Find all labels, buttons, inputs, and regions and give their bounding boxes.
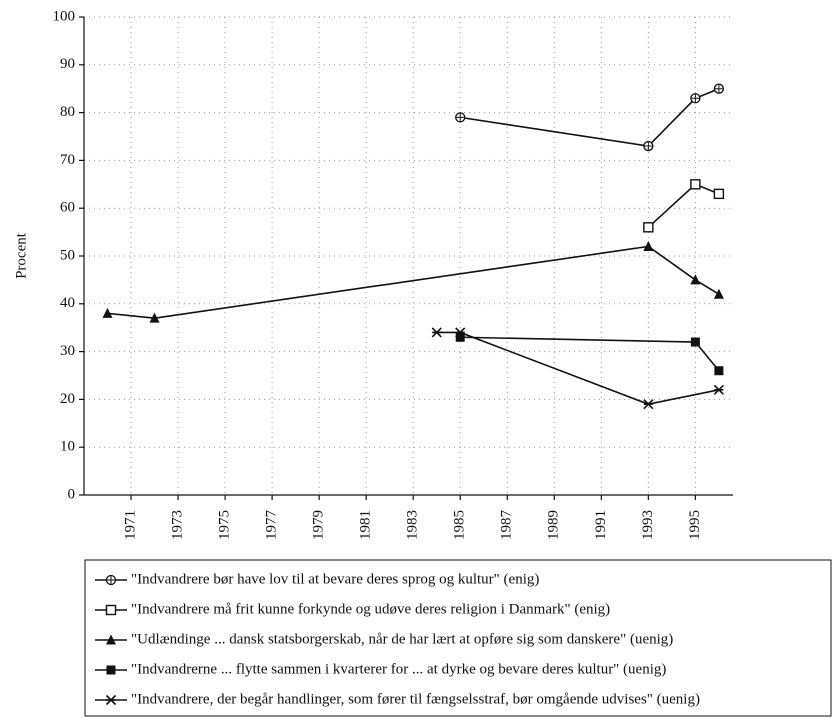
marker-shape	[455, 112, 465, 122]
marker-shape	[714, 366, 724, 376]
y-tick-label: 40	[60, 295, 75, 311]
y-tick-label: 0	[68, 486, 76, 502]
marker	[455, 332, 465, 342]
x-tick-label: 1973	[169, 510, 185, 540]
series-line	[460, 336, 720, 372]
marker	[106, 634, 116, 645]
marker-shape	[690, 179, 701, 190]
x-tick-label: 1979	[311, 510, 327, 540]
marker	[149, 312, 160, 323]
marker-shape	[105, 604, 117, 616]
series-line	[460, 87, 720, 147]
y-tick-label: 90	[60, 56, 75, 72]
legend-box	[84, 559, 832, 717]
marker-shape	[643, 222, 654, 233]
y-tick-label: 20	[60, 391, 75, 407]
marker-shape	[690, 274, 701, 285]
series-line	[647, 183, 720, 228]
marker-shape	[149, 312, 160, 323]
y-axis-label: Procent	[13, 232, 29, 279]
marker-shape	[713, 188, 725, 200]
marker	[643, 140, 654, 152]
x-tick-label: 1991	[593, 510, 609, 540]
marker-shape	[643, 141, 653, 151]
marker	[690, 274, 701, 285]
y-tick-label: 30	[60, 343, 75, 359]
marker-shape	[455, 327, 466, 338]
marker-shape	[713, 288, 724, 299]
marker	[713, 288, 724, 299]
marker-shape	[102, 307, 113, 318]
marker	[102, 307, 113, 318]
marker	[105, 694, 117, 706]
x-tick-label: 1989	[546, 510, 562, 540]
marker	[431, 327, 442, 338]
legend-label: "Indvandrere må frit kunne forkynde og u…	[131, 601, 610, 617]
marker	[713, 188, 725, 200]
series-line	[436, 331, 720, 406]
legend-label: "Indvandrere, der begår handlinger, som …	[131, 691, 700, 707]
marker-shape	[690, 337, 700, 347]
x-tick-label: 1977	[264, 510, 280, 541]
marker	[455, 327, 466, 338]
y-tick-label: 60	[60, 200, 75, 216]
x-tick-label: 1985	[452, 510, 468, 540]
x-tick-label: 1975	[217, 510, 233, 540]
y-tick-label: 10	[60, 439, 75, 455]
marker	[106, 665, 116, 675]
marker	[713, 83, 725, 94]
legend-label: "Udlændinge ... dansk statsborgerskab, n…	[131, 631, 673, 647]
legend-label: "Indvandrere bør have lov til at bevare …	[131, 571, 539, 587]
x-tick-label: 1983	[405, 510, 421, 540]
marker	[714, 366, 724, 376]
marker	[713, 384, 724, 395]
marker-shape	[106, 634, 116, 645]
y-tick-label: 70	[60, 152, 75, 168]
marker	[690, 179, 701, 190]
marker	[105, 604, 117, 616]
marker	[455, 112, 466, 123]
x-tick-label: 1987	[499, 510, 515, 541]
marker-shape	[643, 399, 654, 410]
marker	[643, 222, 654, 233]
x-tick-label: 1995	[687, 510, 703, 540]
marker-shape	[455, 332, 465, 342]
marker-shape	[106, 575, 116, 585]
marker	[105, 574, 117, 586]
x-tick-label: 1971	[122, 510, 138, 540]
x-tick-label: 1993	[640, 510, 656, 540]
marker	[690, 93, 701, 104]
marker-shape	[431, 327, 442, 338]
marker	[643, 399, 654, 410]
marker-shape	[105, 694, 117, 706]
legend-label: "Indvandrerne ... flytte sammen i kvarte…	[131, 661, 666, 677]
marker	[690, 337, 700, 347]
y-tick-label: 100	[53, 8, 76, 24]
y-tick-label: 80	[60, 104, 75, 120]
marker-shape	[690, 93, 700, 103]
marker-shape	[714, 84, 724, 94]
y-tick-label: 50	[60, 247, 75, 263]
marker	[643, 240, 654, 251]
x-tick-label: 1981	[358, 510, 374, 540]
marker-shape	[713, 384, 724, 395]
marker-shape	[106, 665, 116, 675]
marker-shape	[643, 240, 654, 251]
